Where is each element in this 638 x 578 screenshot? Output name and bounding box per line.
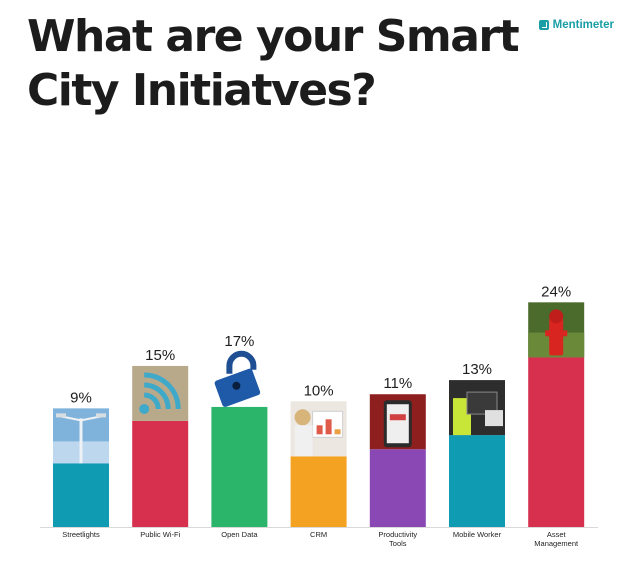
data-label-asset-management: 24% [541, 283, 571, 300]
mentimeter-logo: Mentimeter [538, 19, 614, 31]
bar-public-wi-fi [132, 420, 189, 527]
tablet-photo-icon [369, 394, 426, 450]
page-title: What are your Smart City Initiatves? [27, 11, 520, 116]
wifi-photo-icon [132, 365, 189, 421]
bar-asset-management [528, 357, 585, 527]
data-label-mobile-worker: 13% [462, 361, 492, 378]
tick-label-productivity-tools-2: Tools [389, 539, 407, 548]
tick-label-mobile-worker: Mobile Worker [453, 530, 502, 539]
bar-crm [290, 456, 347, 527]
data-label-streetlights: 9% [70, 389, 92, 406]
crm-photo-icon [290, 401, 347, 457]
tick-label-open-data: Open Data [221, 530, 258, 539]
tick-label-productivity-tools-1: Productivity [378, 530, 417, 539]
brand-name: Mentimeter [552, 19, 614, 31]
data-label-crm: 10% [304, 382, 334, 399]
padlock-photo-icon [211, 350, 268, 407]
bar-open-data [211, 406, 268, 527]
tick-label-crm: CRM [310, 530, 327, 539]
data-label-productivity-tools: 11% [383, 375, 412, 392]
hydrant-photo-icon [528, 302, 585, 358]
data-label-public-wi-fi: 15% [145, 347, 175, 364]
streetlight-photo-icon [53, 408, 109, 464]
mentimeter-logo-icon [538, 20, 549, 30]
tick-label-asset-management-1: Asset [547, 530, 567, 539]
tick-label-asset-management-2: Management [534, 539, 579, 548]
bar-mobile-worker [449, 435, 505, 527]
bar-productivity-tools [369, 449, 426, 527]
data-label-open-data: 17% [224, 333, 254, 350]
tick-label-public-wi-fi: Public Wi-Fi [140, 530, 180, 539]
tick-label-streetlights: Streetlights [62, 530, 100, 539]
bar-streetlights [53, 463, 109, 527]
worker-photo-icon [449, 380, 505, 436]
